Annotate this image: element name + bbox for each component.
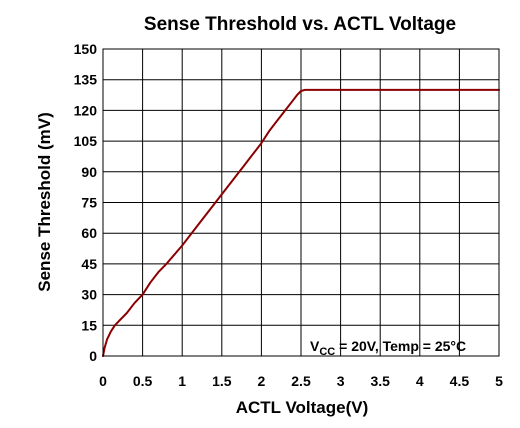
y-tick-label: 60 [81,225,97,241]
x-axis-ticks: 0 0.5 1 1.5 2 2.5 3 3.5 4 4.5 5 [99,373,503,389]
plot-area-frame [102,48,500,357]
x-tick-label: 0 [99,373,107,389]
x-tick-label: 3 [337,373,345,389]
x-axis-label: ACTL Voltage(V) [236,398,369,417]
chart-title: Sense Threshold vs. ACTL Voltage [144,14,456,35]
x-tick-label: 4 [416,373,424,389]
series-layer [102,88,500,357]
annotation-prefix: V [310,338,320,354]
x-tick-label: 1 [178,373,186,389]
x-tick-label: 4.5 [450,373,470,389]
y-tick-label: 15 [81,317,97,333]
y-tick-label: 105 [74,133,98,149]
conditions-annotation: VCC = 20V, Temp = 25°C [310,338,466,358]
y-tick-label: 90 [81,164,97,180]
x-tick-label: 2 [258,373,266,389]
x-tick-label: 1.5 [212,373,232,389]
y-tick-label: 150 [74,41,98,57]
y-tick-label: 135 [74,72,98,88]
x-tick-label: 5 [495,373,503,389]
y-axis-label: Sense Threshold (mV) [35,112,54,291]
y-tick-label: 0 [89,348,97,364]
series-line-0 [102,88,500,357]
annotation-suffix: = 20V, Temp = 25°C [335,338,466,354]
y-tick-label: 75 [81,195,97,211]
y-tick-label: 120 [74,102,98,118]
x-tick-label: 2.5 [291,373,311,389]
x-tick-label: 0.5 [133,373,153,389]
y-tick-label: 30 [81,287,97,303]
y-tick-label: 45 [81,256,97,272]
annotation-subscript: CC [319,346,335,358]
y-axis-ticks: 0 15 30 45 60 75 90 105 120 135 150 [74,41,98,364]
x-tick-label: 3.5 [370,373,390,389]
